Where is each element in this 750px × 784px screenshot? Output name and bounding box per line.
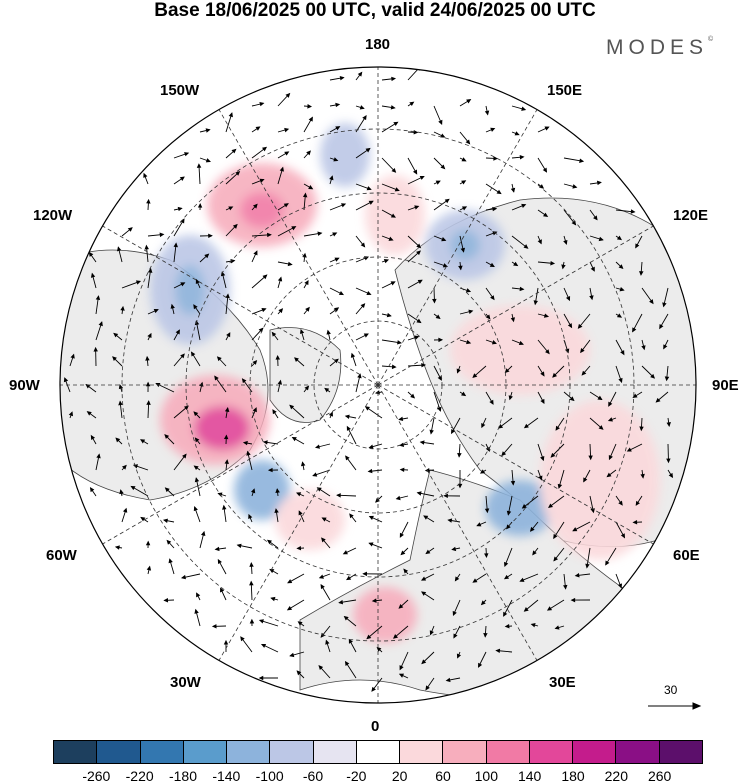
colorbar-swatch <box>573 741 616 763</box>
colorbar-tick-label: -220 <box>126 768 154 784</box>
colorbar-tick-label: 140 <box>518 768 541 784</box>
lon-label-180: 180 <box>365 37 390 53</box>
reference-vector-label: 30 <box>664 683 677 697</box>
colorbar-swatch <box>530 741 573 763</box>
positive-anomaly-pacific-core <box>240 192 284 228</box>
colorbar-swatch <box>616 741 659 763</box>
colorbar-swatch <box>443 741 486 763</box>
lon-label-120e: 120E <box>673 208 708 224</box>
colorbar-tick-label: 260 <box>648 768 671 784</box>
lon-label-90w: 90W <box>9 378 40 394</box>
colorbar-tick-label: 180 <box>561 768 584 784</box>
colorbar-swatch <box>270 741 313 763</box>
lon-label-0: 0 <box>371 719 379 735</box>
positive-anomaly-north-america-core <box>194 406 250 450</box>
land-south-america <box>60 560 130 700</box>
colorbar-tick-label: -140 <box>212 768 240 784</box>
colorbar <box>53 740 703 764</box>
colorbar-tick-label: -260 <box>82 768 110 784</box>
lon-label-90e: 90E <box>712 378 739 394</box>
lon-label-150e: 150E <box>547 83 582 99</box>
colorbar-swatch <box>660 741 702 763</box>
negative-anomaly-alaska <box>320 123 370 187</box>
colorbar-swatch <box>400 741 443 763</box>
lon-label-60w: 60W <box>46 548 77 564</box>
colorbar-swatch <box>487 741 530 763</box>
colorbar-tick-label: 220 <box>605 768 628 784</box>
lon-label-120w: 120W <box>33 208 72 224</box>
colorbar-tick-label: -180 <box>169 768 197 784</box>
colorbar-swatch <box>54 741 97 763</box>
negative-anomaly-canada-core <box>175 265 205 315</box>
colorbar-tick-label: 20 <box>392 768 408 784</box>
colorbar-swatch <box>184 741 227 763</box>
colorbar-tick-label: -20 <box>346 768 366 784</box>
colorbar-tick-label: 100 <box>475 768 498 784</box>
negative-anomaly-siberia-core <box>450 230 480 260</box>
reference-arrow <box>648 703 700 709</box>
colorbar-swatch <box>97 741 140 763</box>
lon-label-150w: 150W <box>160 83 199 99</box>
colorbar-swatch <box>141 741 184 763</box>
colorbar-tick-label: 60 <box>435 768 451 784</box>
lon-label-60e: 60E <box>673 548 700 564</box>
lon-label-30e: 30E <box>549 675 576 691</box>
colorbar-tick-label: -60 <box>303 768 323 784</box>
lon-label-30w: 30W <box>170 675 201 691</box>
colorbar-swatch <box>314 741 357 763</box>
colorbar-swatch <box>357 741 400 763</box>
positive-anomaly-atlantic-north <box>275 490 345 550</box>
colorbar-swatch <box>227 741 270 763</box>
colorbar-tick-label: -100 <box>256 768 284 784</box>
positive-anomaly-mediterranean <box>353 587 417 643</box>
